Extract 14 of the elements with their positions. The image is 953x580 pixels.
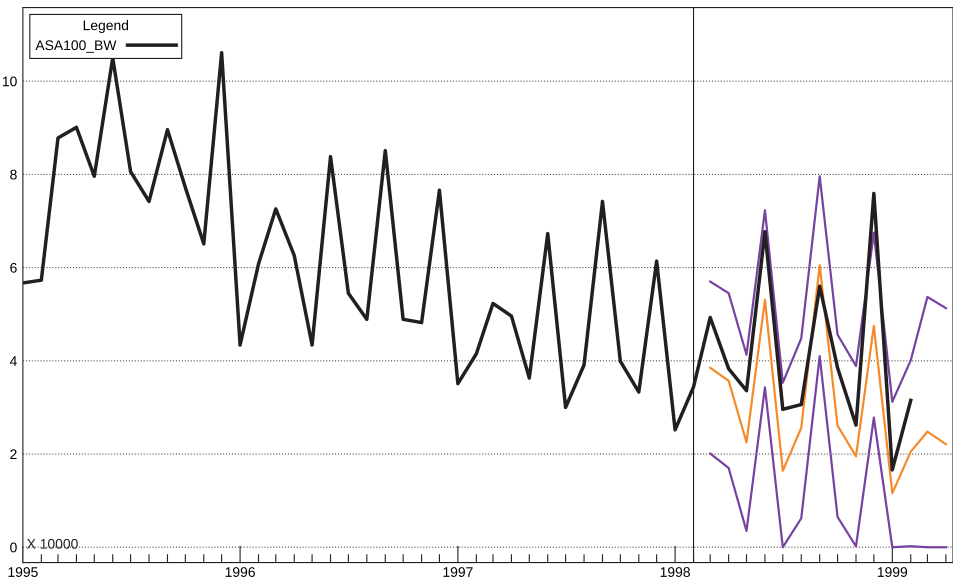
y-tick-label: 10 <box>2 76 17 86</box>
legend-title: Legend <box>84 20 128 33</box>
y-tick-label: 8 <box>10 170 17 180</box>
x-tick-label: 1996 <box>226 567 255 577</box>
y-tick-label: 4 <box>10 356 17 366</box>
y-tick-label: 2 <box>10 449 17 460</box>
legend-label: ASA100_BW <box>35 40 116 53</box>
x-tick-label: 1999 <box>878 567 908 577</box>
annotation: X 10000 <box>26 538 78 549</box>
x-tick-label: 1995 <box>8 567 38 577</box>
x-tick-label: 1997 <box>443 567 473 577</box>
y-tick-label: 0 <box>10 542 17 552</box>
y-tick-label: 6 <box>10 262 17 273</box>
x-tick-label: 1998 <box>660 567 690 577</box>
